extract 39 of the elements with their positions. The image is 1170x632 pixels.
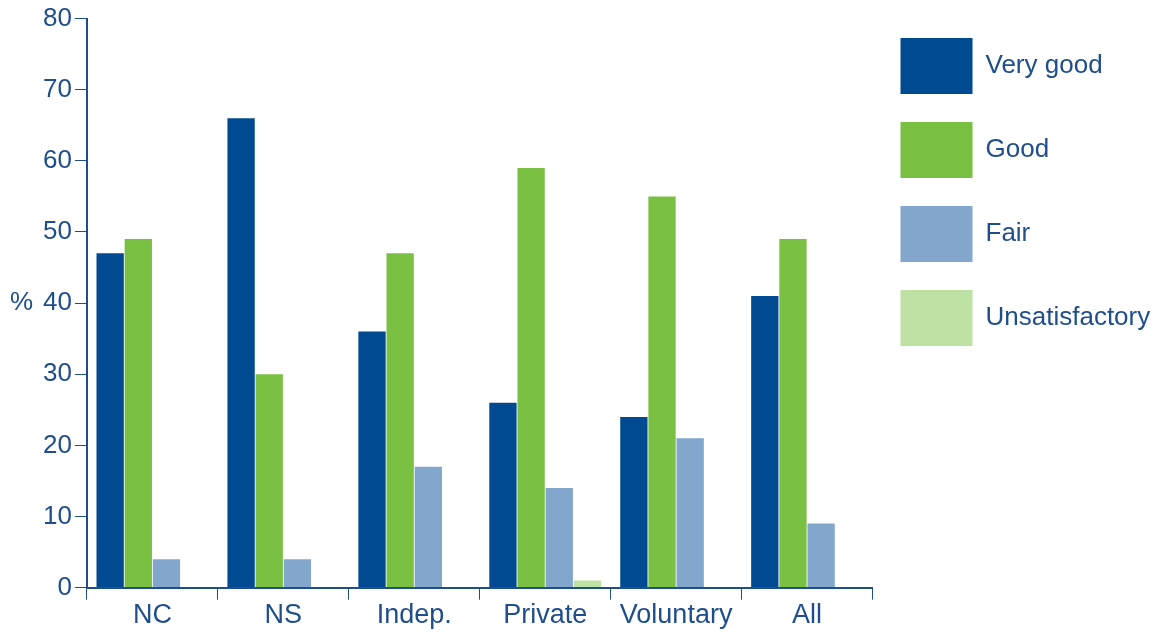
x-tick-label: Private [503, 599, 588, 630]
y-tick-label: 60 [43, 144, 72, 175]
y-axis-title: % [10, 286, 34, 317]
bar [573, 580, 602, 588]
x-tick-label: Indep. [376, 599, 452, 630]
bar [386, 253, 414, 588]
bar [517, 167, 545, 588]
legend-label: Good [985, 133, 1050, 164]
bar [283, 559, 312, 588]
bar [779, 239, 807, 588]
bar [676, 438, 704, 588]
bar [152, 559, 181, 588]
y-tick-label: 30 [43, 357, 72, 388]
y-tick-label: 50 [43, 215, 72, 246]
y-tick-label: 20 [43, 428, 72, 459]
y-tick-label: 0 [57, 570, 72, 601]
bar [751, 295, 779, 588]
bar [545, 488, 573, 588]
y-tick-label: 10 [43, 499, 72, 530]
legend-label: Unsatisfactory [985, 301, 1151, 332]
y-tick-label: 80 [43, 1, 72, 32]
x-tick-label: NC [132, 599, 172, 630]
legend-label: Very good [985, 49, 1103, 80]
bar [807, 523, 835, 588]
bar [489, 402, 517, 588]
x-tick-label: NS [264, 599, 303, 630]
legend-label: Fair [985, 217, 1031, 248]
bar [414, 466, 442, 588]
y-tick-label: 70 [43, 72, 72, 103]
bar [124, 239, 152, 588]
bar [96, 253, 124, 588]
bar [255, 374, 283, 588]
x-tick-label: All [792, 599, 823, 630]
bar [358, 331, 386, 588]
y-tick-label: 40 [43, 286, 72, 317]
bar [648, 196, 676, 588]
bar [227, 118, 255, 588]
bar [620, 416, 648, 588]
x-tick-label: Voluntary [619, 599, 733, 630]
